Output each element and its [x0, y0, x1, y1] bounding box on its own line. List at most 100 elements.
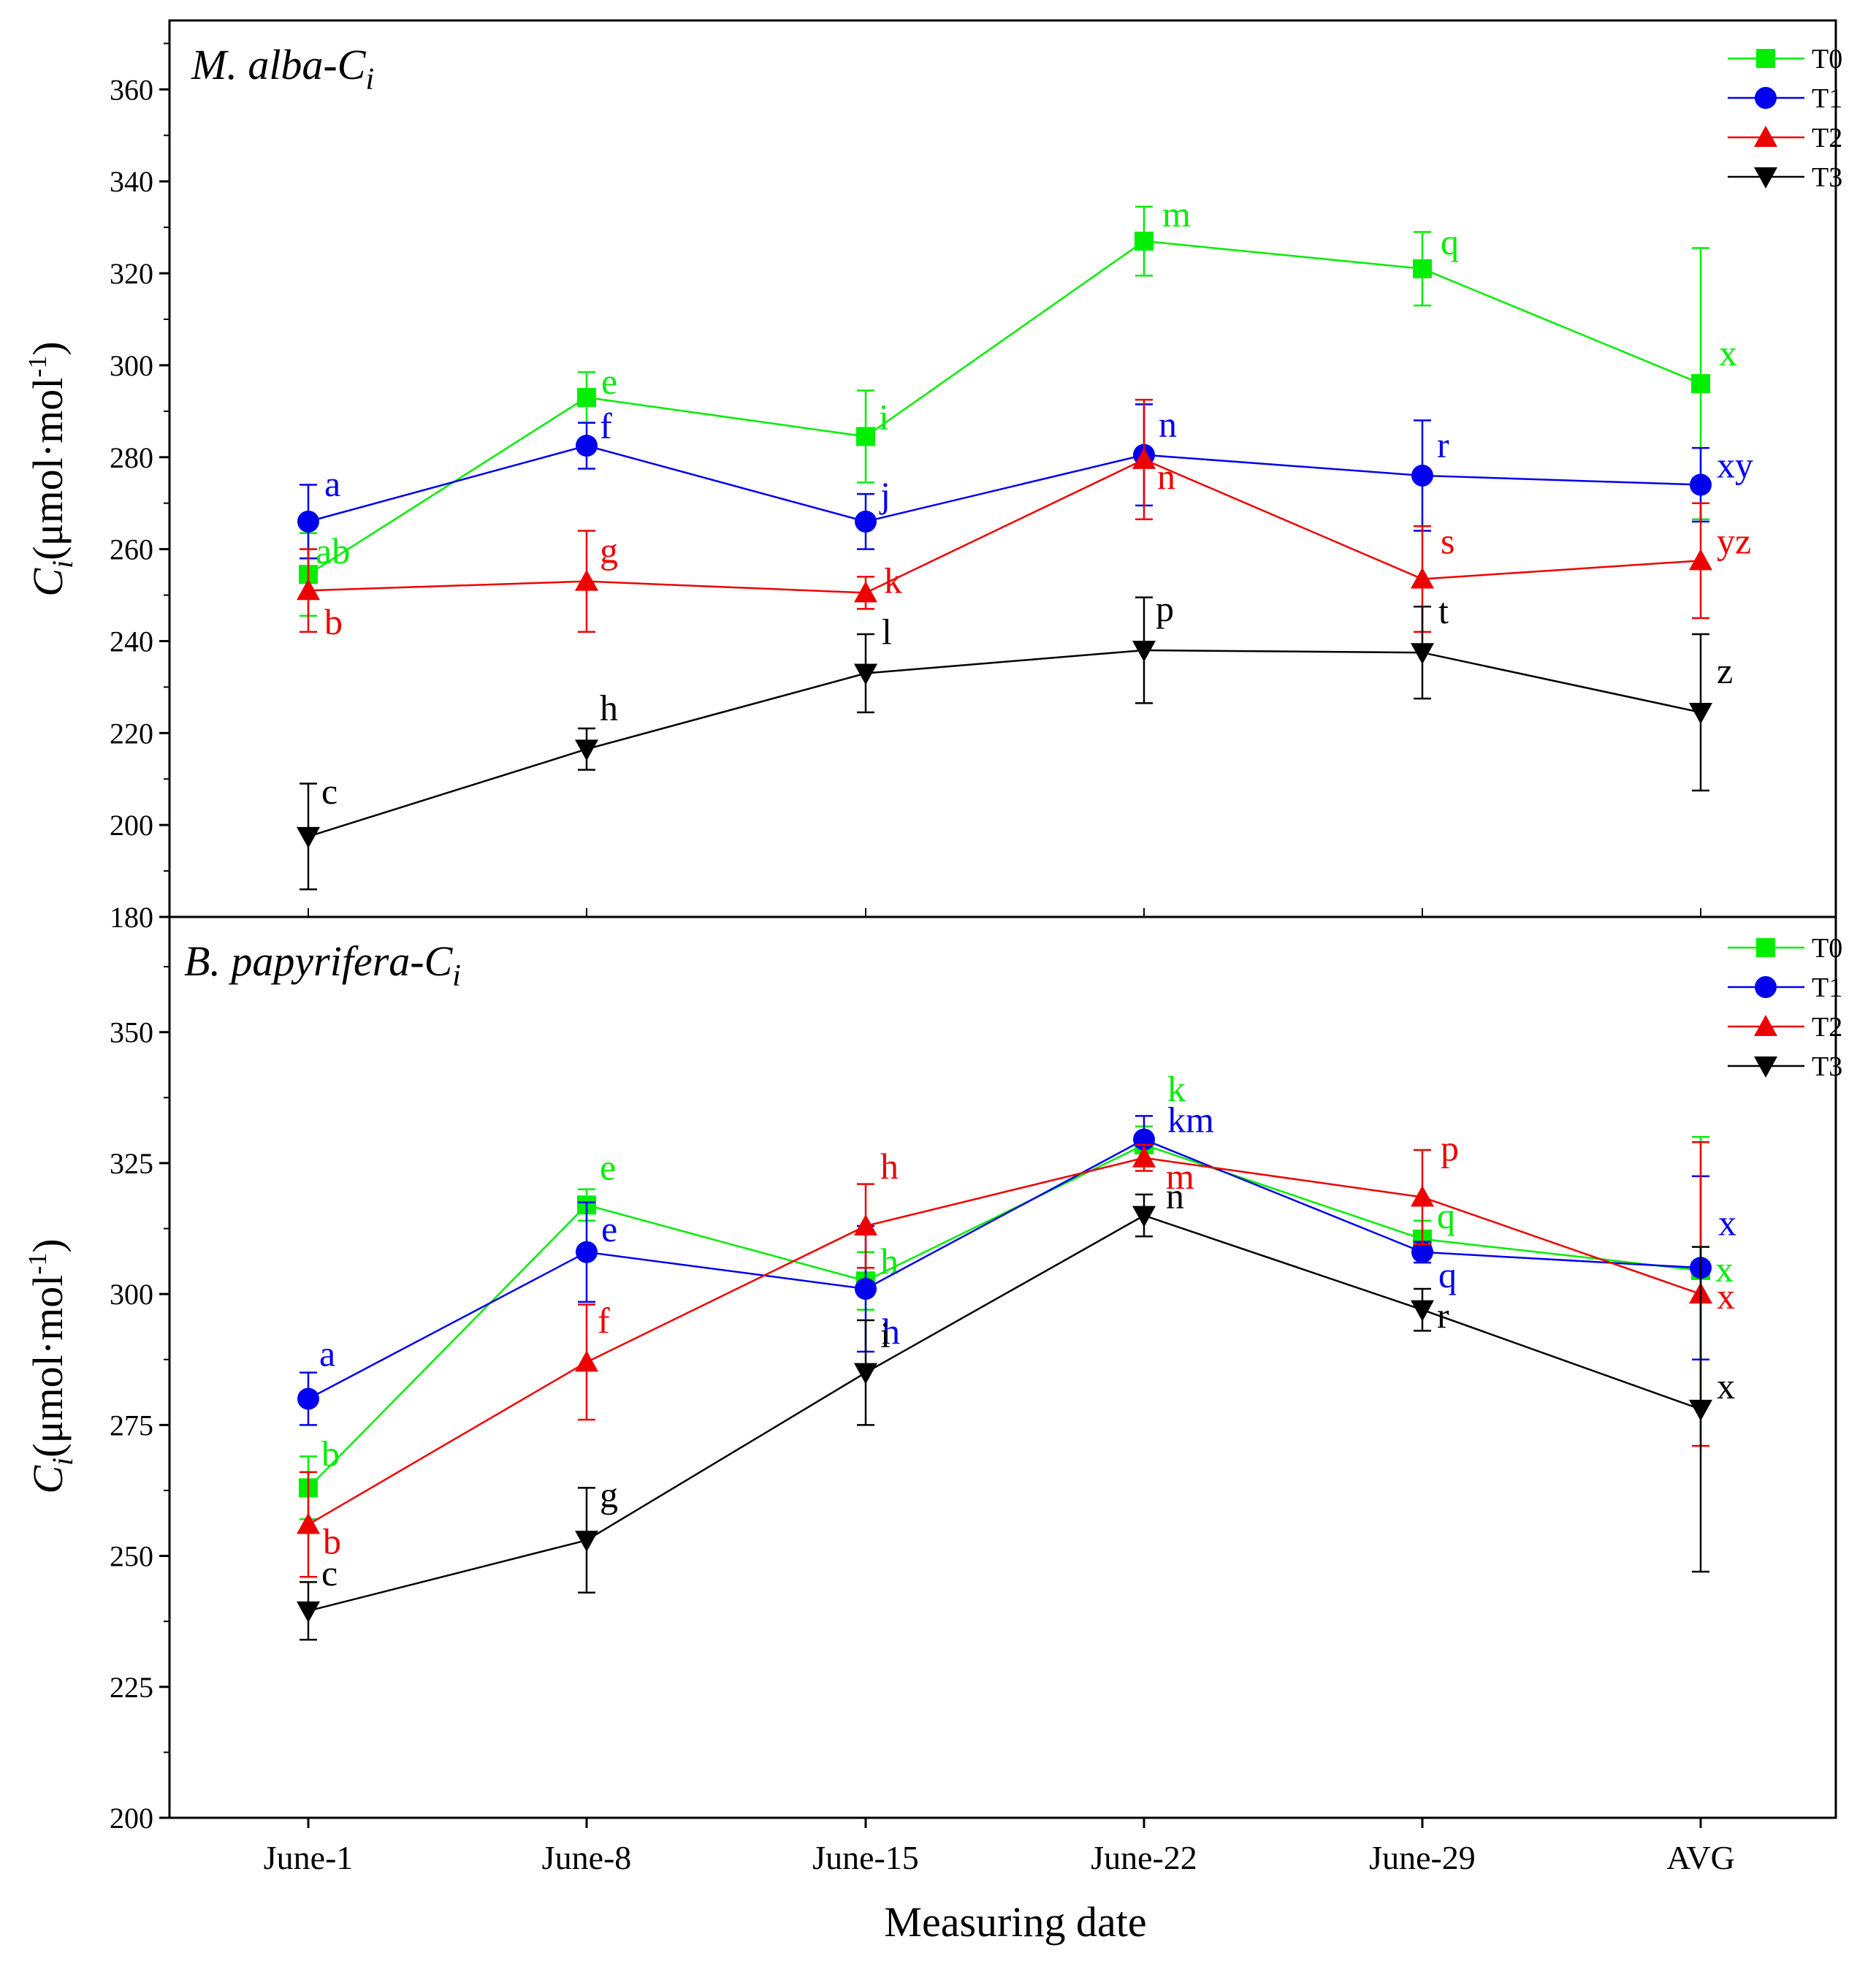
legend-label: T2	[1812, 1012, 1842, 1043]
significance-letter: km	[1167, 1100, 1214, 1141]
data-point	[1132, 641, 1156, 663]
legend-marker	[1755, 87, 1777, 109]
significance-letter: g	[600, 530, 618, 571]
x-axis-label: Measuring date	[884, 1898, 1146, 1946]
data-point	[297, 1601, 320, 1623]
y-tick-label: 225	[110, 1671, 153, 1704]
legend-label: T2	[1812, 123, 1842, 153]
significance-letter: xy	[1717, 445, 1753, 486]
significance-letter: q	[1437, 1195, 1455, 1236]
data-point	[855, 1277, 877, 1300]
significance-letter: c	[321, 1553, 338, 1593]
x-tick-label: AVG	[1666, 1839, 1735, 1876]
y-tick-label: 200	[110, 809, 153, 842]
x-tick-label: June-15	[812, 1839, 919, 1876]
significance-letter: i	[879, 396, 889, 437]
y-tick-label: 360	[110, 73, 153, 106]
data-point	[297, 510, 319, 533]
significance-letter: x	[1717, 1366, 1735, 1406]
series-line	[308, 240, 1701, 576]
data-point	[1691, 374, 1710, 394]
panel-title: M. alba-Ci	[191, 41, 374, 96]
data-point	[575, 569, 598, 591]
y-tick-label: 260	[110, 533, 153, 566]
data-point	[854, 1214, 877, 1235]
data-point	[575, 1531, 598, 1553]
significance-letter: s	[1441, 521, 1454, 562]
data-point	[575, 1350, 598, 1372]
x-tick-label: June-1	[264, 1839, 354, 1876]
panel-m-alba: 180 200 220 240 260 280 300 320 340 360 Ci(μmol·mo…	[23, 19, 1842, 934]
data-point	[1411, 1241, 1433, 1263]
significance-letter: h	[882, 1311, 900, 1352]
significance-letter: a	[319, 1333, 335, 1374]
legend: T0 T1 T2 T3	[1728, 44, 1842, 193]
panel-title: B. papyrifera-Ci	[184, 937, 461, 993]
series-line	[308, 1157, 1701, 1526]
legend-label: T1	[1812, 972, 1842, 1003]
data-point	[1411, 1185, 1434, 1207]
legend-marker	[1756, 938, 1775, 957]
y-tick-label: 250	[110, 1540, 153, 1573]
data-point	[1411, 643, 1434, 665]
significance-letter: e	[600, 1146, 616, 1187]
significance-letter: g	[600, 1474, 618, 1515]
significance-letter: k	[884, 560, 902, 601]
significance-letter: p	[1156, 588, 1174, 629]
data-point	[297, 1387, 319, 1410]
data-point	[297, 1512, 320, 1534]
y-tick-label: 240	[110, 625, 153, 658]
series-T2: b f h m p x	[297, 1128, 1735, 1578]
legend-label: T0	[1812, 44, 1842, 75]
significance-letter: c	[321, 771, 338, 812]
y-tick-label: 180	[110, 901, 153, 934]
panel-b-papyrifera: 200 225 250 275 300 325 350 Ci(μmol·mol-1) B. pa…	[23, 915, 1842, 1835]
significance-letter: h	[600, 687, 618, 728]
series-line	[308, 649, 1701, 838]
significance-letter: h	[880, 1241, 899, 1282]
significance-letter: e	[601, 1208, 617, 1249]
data-point	[297, 579, 320, 601]
significance-letter: r	[1437, 1295, 1449, 1336]
legend-marker	[1754, 1056, 1777, 1078]
significance-letter: i	[880, 1314, 891, 1355]
legend-label: T0	[1812, 933, 1842, 964]
significance-letter: t	[1438, 590, 1449, 631]
data-point	[855, 510, 877, 533]
x-tick-label: June-29	[1369, 1839, 1476, 1876]
shared-x-axis: June-1 June-8 June-15 June-22 June-29 AVG	[264, 908, 1735, 1876]
significance-letter: q	[1441, 221, 1459, 262]
data-point	[854, 1363, 877, 1385]
x-tick-label: June-8	[542, 1839, 632, 1876]
significance-letter: z	[1717, 650, 1733, 691]
data-point	[1132, 447, 1156, 469]
data-point	[1135, 232, 1154, 251]
significance-letter: b	[324, 601, 343, 642]
significance-letter: ab	[316, 530, 350, 571]
data-point	[1689, 702, 1712, 724]
y-tick-label: 275	[110, 1409, 153, 1442]
series-T3: c g i n r x	[297, 1176, 1735, 1641]
significance-letter: b	[323, 1521, 341, 1562]
data-point	[1411, 1300, 1434, 1322]
significance-letter: n	[1159, 404, 1177, 445]
y-tick-label: 200	[110, 1802, 153, 1835]
data-point	[1690, 473, 1712, 496]
y-axis-label: Ci(μmol·mol-1)	[23, 1238, 79, 1493]
series-line	[308, 1143, 1701, 1489]
data-point	[576, 435, 598, 457]
legend-label: T3	[1812, 1051, 1842, 1082]
significance-letter: l	[882, 612, 892, 652]
data-point	[1411, 567, 1434, 589]
data-point	[297, 826, 320, 848]
significance-letter: q	[1438, 1254, 1457, 1295]
series-line	[308, 458, 1701, 594]
significance-letter: yz	[1717, 520, 1751, 561]
significance-letter: p	[1441, 1128, 1459, 1169]
significance-letter: x	[1717, 1276, 1735, 1317]
series-line	[308, 444, 1701, 523]
legend-label: T3	[1812, 162, 1842, 193]
significance-letter: f	[598, 1300, 610, 1341]
data-point	[1132, 1146, 1156, 1168]
